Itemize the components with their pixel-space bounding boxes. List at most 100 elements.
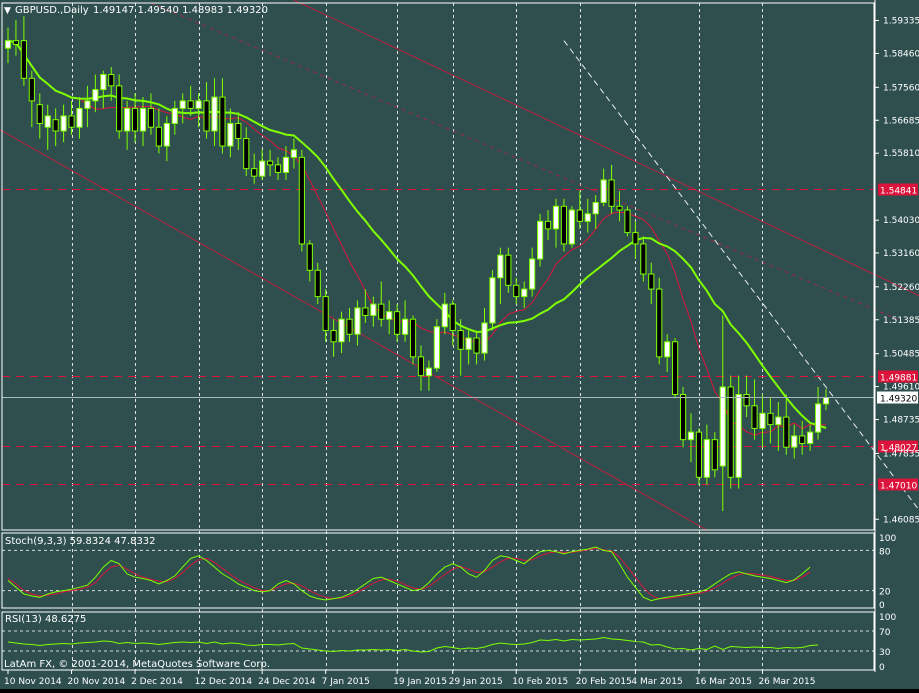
main-price-pane[interactable]: 1.54841 1.49881 1.48027 1.47010 1.59335 1.584… [0,0,919,670]
candle[interactable] [552,198,560,248]
candle[interactable] [362,289,369,323]
candle[interactable] [243,127,250,177]
candle[interactable] [100,70,107,109]
candle[interactable] [235,112,242,150]
candle[interactable] [116,74,123,139]
candle[interactable] [441,292,448,335]
candle[interactable] [576,191,583,229]
candle[interactable] [290,138,297,169]
symbol-dropdown-icon[interactable]: ▼ [4,6,11,16]
candle[interactable] [338,311,345,354]
candle[interactable] [711,432,718,478]
candle[interactable] [259,149,266,180]
candle[interactable] [52,108,59,147]
candle[interactable] [449,300,456,346]
candle[interactable] [687,413,695,463]
candle[interactable] [44,104,51,150]
candle[interactable] [282,146,290,180]
candle[interactable] [92,74,99,113]
candle[interactable] [330,319,337,357]
candle[interactable] [36,93,43,139]
candle[interactable] [425,360,432,391]
candle[interactable] [370,296,377,327]
candle[interactable] [68,100,75,135]
candle[interactable] [568,206,575,248]
candle[interactable] [457,319,464,376]
candle[interactable] [211,78,218,147]
candle[interactable] [497,247,504,305]
candle[interactable] [417,345,425,391]
candle[interactable] [751,379,758,440]
candle[interactable] [124,100,131,150]
candle[interactable] [608,164,615,214]
candle[interactable] [266,149,274,177]
candle[interactable] [814,386,822,440]
candle[interactable] [695,428,703,485]
candle[interactable] [155,108,162,154]
candle[interactable] [394,304,401,342]
candle[interactable] [219,78,226,154]
candle[interactable] [76,97,83,139]
candle[interactable] [584,198,591,233]
candle[interactable] [433,319,440,372]
candle[interactable] [354,300,361,346]
candle[interactable] [513,277,520,305]
candle[interactable] [306,240,313,282]
candle[interactable] [322,289,329,342]
candle[interactable] [727,375,734,489]
candle[interactable] [799,420,806,455]
candle[interactable] [108,66,115,101]
candle[interactable] [544,210,552,241]
candle[interactable] [179,93,186,124]
candle[interactable] [163,115,170,162]
candle[interactable] [131,93,139,143]
candle[interactable] [139,97,147,147]
rsi-pane[interactable]: 100 70 30 0 [2,613,896,673]
candle[interactable] [529,247,536,297]
candle[interactable] [481,307,488,361]
candle[interactable] [767,398,774,444]
candle[interactable] [521,281,528,308]
candle[interactable] [775,402,782,451]
candle[interactable] [171,100,178,135]
candle[interactable] [12,19,20,56]
candle[interactable] [4,27,12,64]
candle[interactable] [409,315,417,365]
stochastic-pane[interactable]: 100 80 20 0 [2,534,896,611]
candle[interactable] [679,386,687,448]
candle[interactable] [298,149,305,252]
candle[interactable] [195,93,202,128]
candle[interactable] [473,330,480,365]
candle[interactable] [489,270,496,331]
candle[interactable] [20,16,27,86]
candle[interactable] [807,424,814,451]
candle[interactable] [251,153,258,184]
candle[interactable] [378,281,385,327]
candle[interactable] [386,300,393,335]
candle[interactable] [600,168,607,207]
candle[interactable] [314,262,321,305]
candle[interactable] [616,191,623,222]
candle[interactable] [465,330,472,365]
candle[interactable] [664,334,671,372]
candle[interactable] [560,198,568,252]
candle[interactable] [147,93,155,135]
candle[interactable] [703,424,710,485]
candle[interactable] [735,375,742,489]
candle[interactable] [346,307,353,342]
candle[interactable] [672,338,679,399]
candle[interactable] [656,277,663,365]
candle[interactable] [759,394,766,448]
candle[interactable] [624,206,631,237]
candle[interactable] [719,315,726,512]
candle[interactable] [84,85,91,128]
candle[interactable] [632,221,639,259]
candle[interactable] [743,375,750,418]
candle[interactable] [402,300,409,342]
candle[interactable] [28,70,35,128]
candle[interactable] [592,194,599,229]
candle[interactable] [274,157,282,180]
candle[interactable] [227,108,234,158]
candle[interactable] [791,424,798,459]
candle[interactable] [648,262,655,305]
